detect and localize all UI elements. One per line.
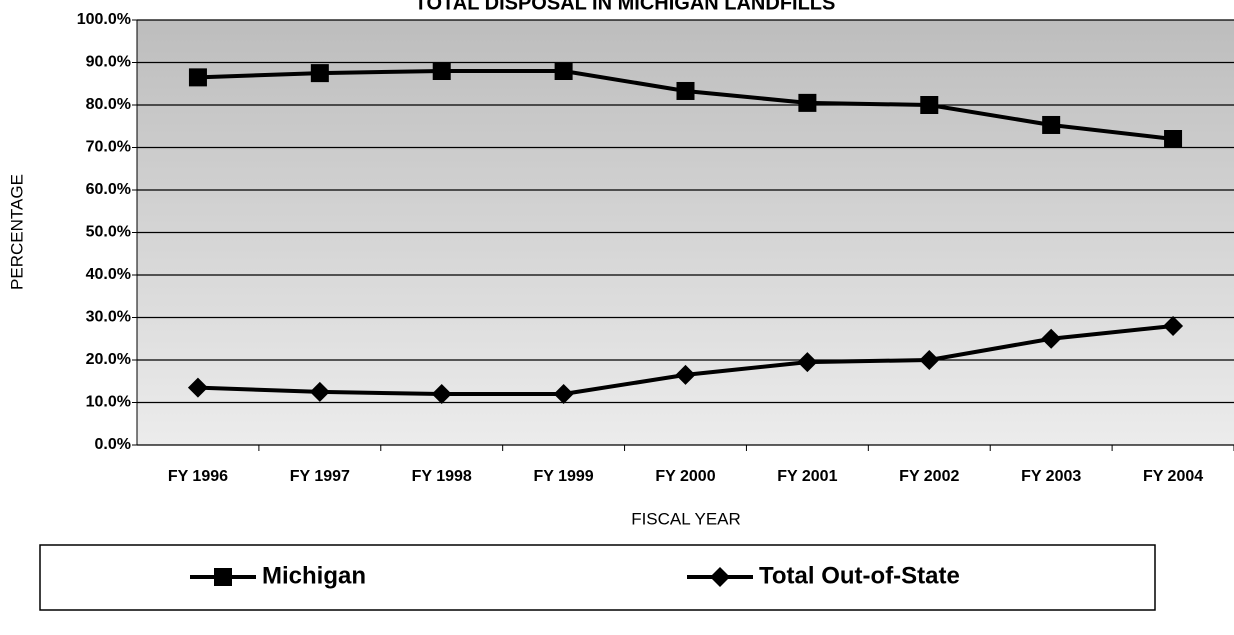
legend-label: Michigan (262, 562, 366, 589)
x-tick-label: FY 1996 (168, 468, 228, 485)
y-tick-label: 30.0% (86, 309, 131, 326)
marker (1164, 130, 1183, 148)
x-tick-label: FY 2003 (1021, 468, 1081, 485)
chart-title: TOTAL DISPOSAL IN MICHIGAN LANDFILLS (415, 0, 836, 14)
marker (309, 381, 330, 402)
marker (432, 62, 451, 80)
marker (554, 62, 573, 80)
marker (675, 364, 696, 385)
x-tick-label: FY 2004 (1143, 468, 1203, 485)
x-tick-label: FY 1997 (290, 468, 350, 485)
legend-marker (710, 567, 730, 587)
marker (310, 64, 329, 83)
x-tick-label: FY 1998 (412, 468, 472, 485)
marker (553, 384, 574, 404)
marker (1042, 115, 1061, 134)
legend-marker (214, 568, 232, 586)
y-tick-label: 90.0% (86, 54, 131, 71)
marker (1041, 328, 1062, 349)
legend-label: Total Out-of-State (759, 562, 960, 589)
y-tick-label: 20.0% (86, 351, 131, 368)
y-tick-label: 70.0% (86, 139, 131, 156)
marker (676, 81, 695, 100)
marker (188, 68, 207, 87)
x-tick-label: FY 1999 (534, 468, 594, 485)
y-tick-label: 10.0% (86, 394, 131, 411)
marker (1163, 316, 1184, 336)
y-tick-label: 50.0% (86, 224, 131, 241)
x-tick-label: FY 2001 (777, 468, 837, 485)
x-axis-label: FISCAL YEAR (631, 509, 741, 528)
marker (797, 352, 818, 373)
marker (919, 350, 940, 370)
marker (920, 96, 939, 114)
y-tick-label: 0.0% (95, 436, 131, 453)
y-tick-label: 100.0% (77, 11, 131, 28)
y-tick-label: 40.0% (86, 266, 131, 283)
y-axis-label: PERCENTAGE (7, 174, 26, 290)
marker (431, 384, 452, 404)
x-tick-label: FY 2002 (899, 468, 959, 485)
y-tick-label: 80.0% (86, 96, 131, 113)
x-tick-label: FY 2000 (655, 468, 715, 485)
marker (798, 93, 817, 112)
y-tick-label: 60.0% (86, 181, 131, 198)
marker (187, 377, 208, 398)
